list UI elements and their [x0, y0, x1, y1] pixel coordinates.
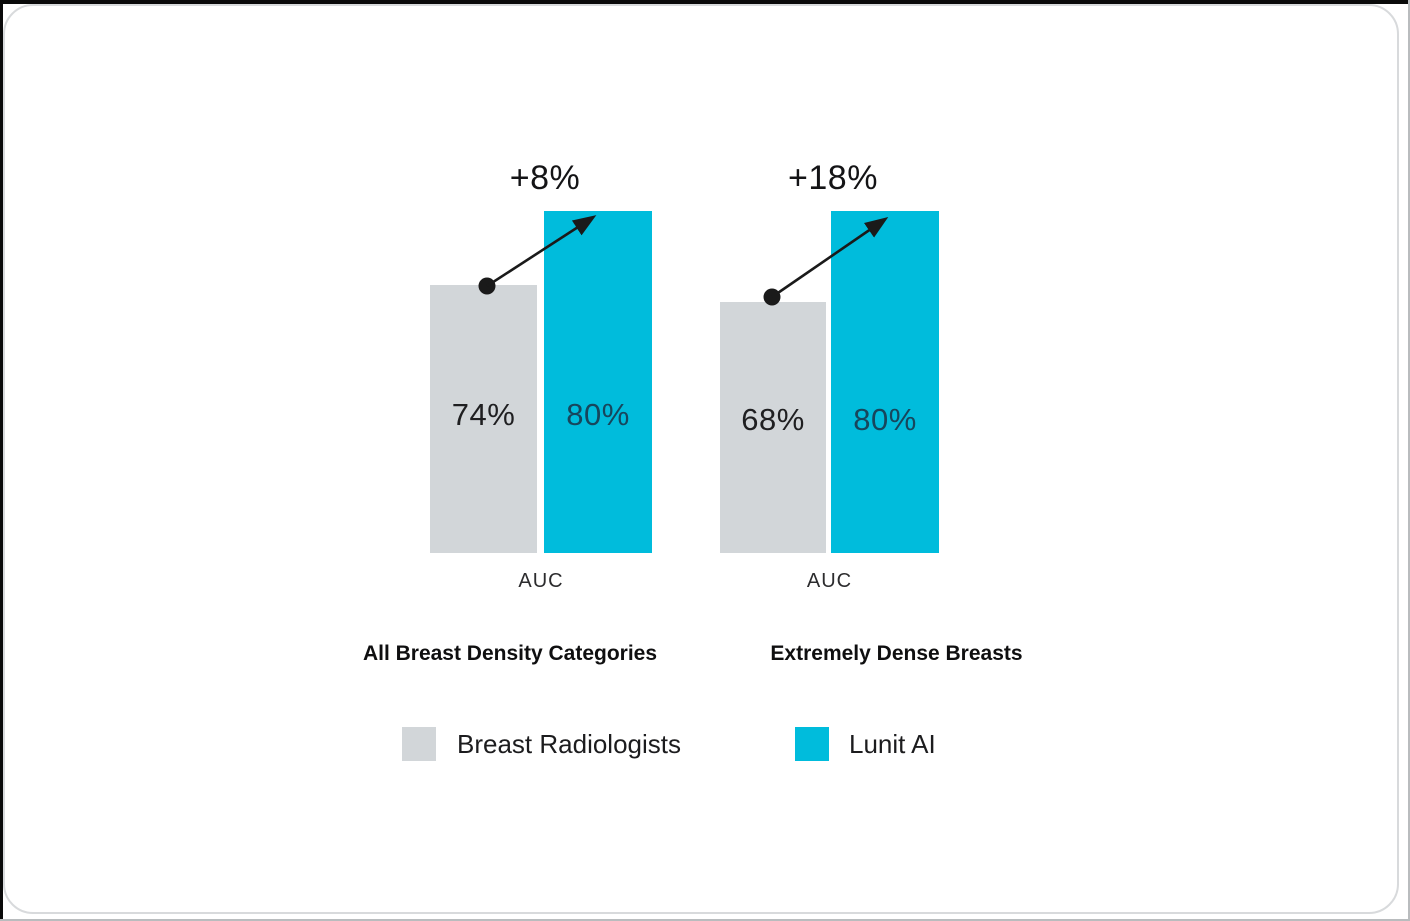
value-label-radiologists-all-densities: 74%: [451, 397, 516, 432]
screen-edge-right: [1408, 0, 1410, 921]
bar-lunit-ai-all-densities: [544, 211, 652, 553]
legend-label-breast-radiologists: Breast Radiologists: [457, 729, 681, 759]
value-label-lunit-all-densities: 80%: [566, 397, 630, 432]
bar-lunit-ai-extremely-dense: [831, 211, 939, 553]
panel-title-all-densities: All Breast Density Categories: [362, 642, 658, 665]
legend-swatch-lunit-ai: [795, 727, 829, 761]
improvement-annotation-extremely-dense: +18%: [788, 159, 878, 197]
panel-title-extremely-dense: Extremely Dense Breasts: [770, 642, 1023, 665]
screen-edge-bottom: [0, 919, 1410, 921]
value-label-lunit-extremely-dense: 80%: [853, 402, 917, 437]
improvement-annotation-all-densities: +8%: [509, 159, 581, 197]
value-label-radiologists-extremely-dense: 68%: [741, 402, 805, 437]
screen-edge-left: [0, 0, 3, 921]
legend-swatch-breast-radiologists: [402, 727, 436, 761]
bar-radiologists-all-densities: [430, 285, 537, 553]
chart-card: [3, 4, 1399, 914]
screen-edge-top: [0, 0, 1410, 4]
axis-label-auc-extremely-dense: AUC: [806, 570, 853, 592]
legend-label-lunit-ai: Lunit AI: [849, 729, 936, 759]
bar-radiologists-extremely-dense: [720, 302, 826, 553]
axis-label-auc-all-densities: AUC: [518, 570, 564, 592]
